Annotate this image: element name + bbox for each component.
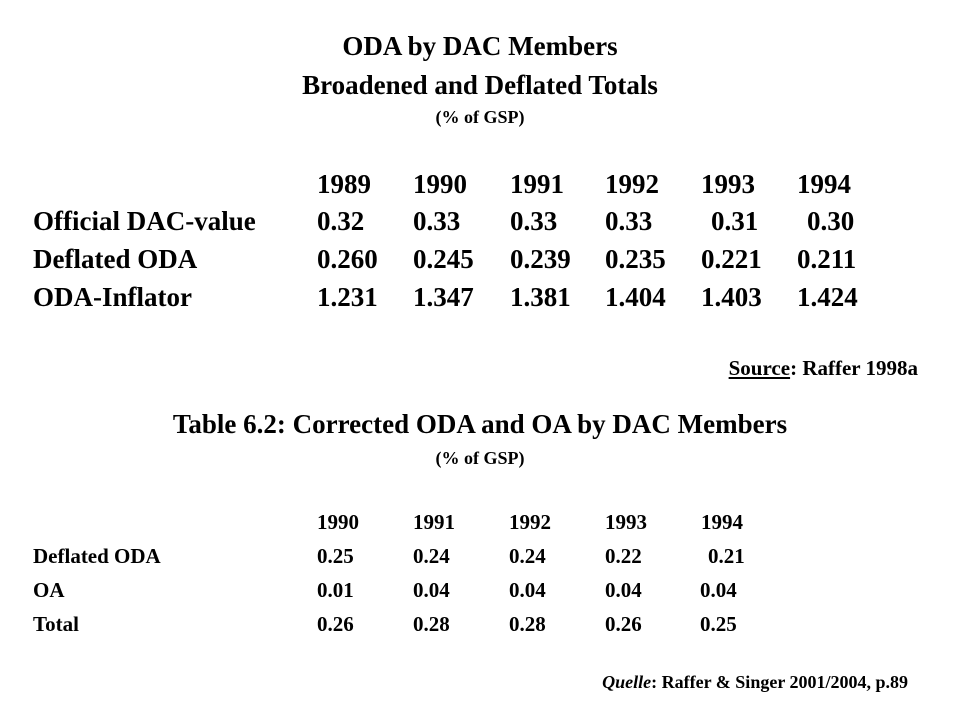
table1-cell: 0.33 (413, 206, 461, 236)
table2-cell: 0.21 (708, 544, 745, 568)
source-text: : Raffer 1998a (790, 356, 918, 380)
table1-title: ODA by DAC Members (342, 31, 618, 61)
table1-year-1993: 1993 (701, 169, 755, 199)
table1-year-1992: 1992 (605, 169, 659, 199)
table2-cell: 0.28 (509, 612, 546, 636)
table2-cell: 0.04 (605, 578, 642, 602)
table2-cell: 0.04 (509, 578, 546, 602)
table1-cell: 0.211 (797, 244, 857, 274)
table2-row-label: Total (33, 612, 79, 636)
table1-cell: 0.31 (711, 206, 759, 236)
table2-cell: 0.24 (509, 544, 546, 568)
table2-title: Table 6.2: Corrected ODA and OA by DAC M… (172, 409, 788, 439)
table1-year-1990: 1990 (413, 169, 467, 199)
table1-row-label: Official DAC-value (33, 206, 256, 236)
table1-cell: 0.245 (413, 244, 474, 274)
source-label: Source (728, 356, 791, 380)
table1-year-1991: 1991 (510, 169, 564, 199)
table1-cell: 0.33 (510, 206, 558, 236)
table1-cell: 1.403 (701, 282, 762, 312)
table2-cell: 0.01 (317, 578, 354, 602)
table2-cell: 0.24 (413, 544, 450, 568)
table1-cell: 0.239 (510, 244, 571, 274)
table2-cell: 0.22 (605, 544, 642, 568)
table1-cell: 0.221 (701, 244, 762, 274)
table2-year-1993: 1993 (605, 510, 647, 534)
table2-cell: 0.26 (317, 612, 354, 636)
table1-unit: (% of GSP) (435, 107, 525, 127)
table2-cell: 0.26 (605, 612, 642, 636)
table1-cell: 0.235 (605, 244, 666, 274)
table1-cell: 0.33 (605, 206, 653, 236)
table1-subtitle: Broadened and Deflated Totals (302, 70, 658, 100)
table2-year-1991: 1991 (413, 510, 455, 534)
table1-cell: 0.32 (317, 206, 365, 236)
table1-cell: 1.424 (797, 282, 858, 312)
table2-unit: (% of GSP) (435, 448, 525, 468)
quelle-text: : Raffer & Singer 2001/2004, p.89 (651, 672, 908, 692)
table2-year-1990: 1990 (317, 510, 359, 534)
table2-cell: 0.25 (317, 544, 354, 568)
table1-source: Source: Raffer 1998a (729, 355, 918, 381)
table1-cell: 1.381 (510, 282, 571, 312)
table2-cell: 0.04 (413, 578, 450, 602)
table2-cell: 0.25 (700, 612, 737, 636)
table1-row-label: ODA-Inflator (33, 282, 192, 312)
table1-year-1994: 1994 (797, 169, 851, 199)
table2-year-1994: 1994 (701, 510, 743, 534)
table1-cell: 0.30 (807, 206, 855, 236)
table2-source: Quelle: Raffer & Singer 2001/2004, p.89 (602, 671, 908, 693)
table1-cell: 0.260 (317, 244, 378, 274)
table1-cell: 1.404 (605, 282, 666, 312)
table2-year-1992: 1992 (509, 510, 551, 534)
table1-year-1989: 1989 (317, 169, 371, 199)
table2-row-label: OA (33, 578, 65, 602)
table1-row-label: Deflated ODA (33, 244, 198, 274)
table2-cell: 0.04 (700, 578, 737, 602)
table1-cell: 1.231 (317, 282, 378, 312)
table2-cell: 0.28 (413, 612, 450, 636)
table1-cell: 1.347 (413, 282, 474, 312)
quelle-label: Quelle (602, 672, 652, 692)
table2-row-label: Deflated ODA (33, 544, 161, 568)
